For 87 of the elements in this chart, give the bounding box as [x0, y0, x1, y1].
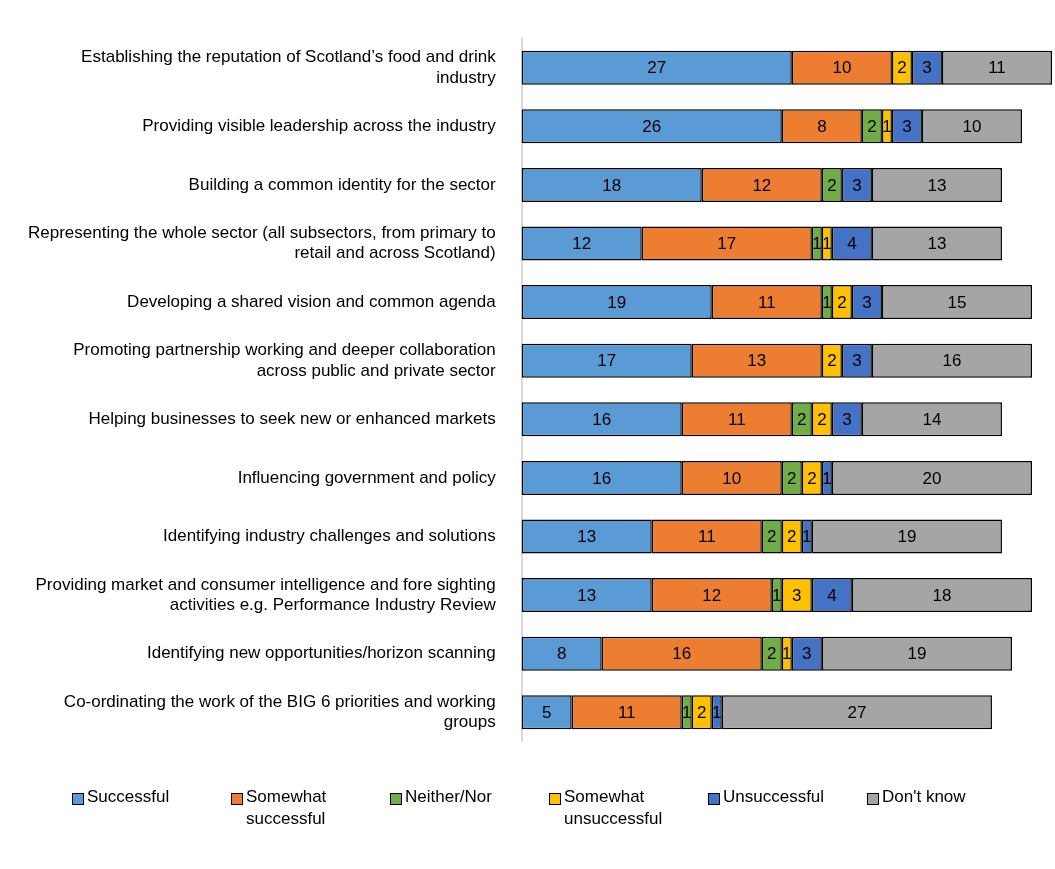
data-label: 14 — [922, 409, 942, 429]
legend-label: Unsuccessful — [723, 786, 825, 808]
data-label: 4 — [847, 234, 857, 254]
y-tick-label: Providing visible leadership across the industry — [142, 115, 497, 135]
data-label: 19 — [907, 644, 927, 664]
data-label: 13 — [577, 527, 597, 547]
data-label: 11 — [697, 527, 716, 547]
y-tick-label: Identifying new opportunities/horizon scanning — [146, 643, 496, 663]
data-label: 15 — [947, 292, 967, 312]
data-label: 2 — [787, 468, 797, 488]
y-tick-label: Identifying industry challenges and solutions — [163, 526, 496, 546]
data-label: 1 — [772, 585, 782, 605]
data-label: 1 — [812, 234, 822, 254]
data-label: 2 — [787, 527, 797, 547]
data-label: 10 — [722, 468, 742, 488]
y-tick-label: Co-ordinating the work of the BIG 6 priorities and working groups — [63, 691, 496, 732]
data-label: 5 — [541, 702, 552, 722]
y-tick-label: Establishing the reputation of Scotland’s food and drink industry — [81, 47, 497, 87]
y-tick-label: Developing a shared vision and common agenda — [127, 291, 497, 311]
data-label: 19 — [607, 292, 627, 312]
data-label: 13 — [747, 351, 767, 371]
data-label: 17 — [597, 351, 617, 371]
data-label: 8 — [556, 644, 567, 664]
y-tick-label: Helping businesses to seek new or enhanced markets — [88, 408, 496, 428]
y-tick-label: Representing the whole sector (all subsectors, from primary to retail and across Scotland) — [27, 222, 496, 263]
data-label: 3 — [792, 585, 802, 605]
data-label: 1 — [822, 234, 832, 254]
data-label: 2 — [817, 409, 827, 429]
data-label: 18 — [932, 585, 952, 605]
data-label: 3 — [842, 409, 852, 429]
data-label: 17 — [717, 234, 737, 254]
data-label: 13 — [577, 585, 597, 605]
data-label: 3 — [852, 175, 862, 195]
data-label: 27 — [647, 58, 667, 78]
data-label: 2 — [837, 292, 847, 312]
data-label: 16 — [592, 468, 612, 488]
data-label: 20 — [922, 468, 942, 488]
data-label: 13 — [927, 234, 947, 254]
data-label: 2 — [697, 702, 707, 722]
data-label: 27 — [847, 702, 867, 722]
data-label: 3 — [802, 644, 812, 664]
y-tick-label: Promoting partnership working and deeper collaboration across public and private sector — [73, 340, 497, 380]
data-label: 16 — [672, 644, 692, 664]
data-label: 3 — [922, 58, 932, 78]
data-label: 10 — [832, 58, 852, 78]
data-label: 12 — [702, 585, 722, 605]
data-label: 1 — [712, 702, 722, 722]
data-label: 26 — [642, 116, 662, 136]
y-tick-label: Influencing government and policy — [237, 467, 497, 487]
data-label: 2 — [767, 644, 777, 664]
data-label: 11 — [727, 409, 746, 429]
data-label: 8 — [817, 116, 827, 136]
data-label: 2 — [767, 527, 777, 547]
data-label: 2 — [897, 58, 907, 78]
data-label: 1 — [802, 527, 812, 547]
data-label: 18 — [602, 175, 622, 195]
data-label: 3 — [862, 292, 872, 312]
legend-label: Successful — [87, 786, 170, 808]
data-label: 1 — [782, 644, 792, 664]
data-label: 1 — [822, 292, 832, 312]
data-label: 11 — [758, 292, 776, 312]
data-label: 3 — [902, 116, 912, 136]
data-label: 2 — [807, 468, 817, 488]
y-tick-label: Building a common identity for the sector — [188, 174, 497, 194]
data-label: 12 — [752, 175, 772, 195]
data-label: 2 — [827, 175, 837, 195]
y-tick-label: Providing market and consumer intelligence and fore sighting activities e.g. Performance Industry Review — [35, 574, 497, 614]
data-label: 11 — [988, 58, 1006, 78]
legend-label: Somewhat successful — [246, 786, 328, 830]
data-label: 16 — [942, 351, 962, 371]
data-label: 1 — [882, 116, 892, 136]
legend-label: Neither/Nor — [405, 786, 492, 808]
data-label: 2 — [867, 116, 877, 136]
data-label: 11 — [617, 702, 636, 722]
data-label: 12 — [572, 234, 592, 254]
data-label: 19 — [897, 527, 917, 547]
legend-label: Somewhat unsuccessful — [564, 786, 664, 830]
data-label: 1 — [682, 702, 692, 722]
data-label: 13 — [927, 175, 947, 195]
legend-label: Don't know — [882, 786, 966, 808]
data-label: 2 — [827, 351, 837, 371]
data-label: 2 — [797, 409, 807, 429]
data-label: 16 — [592, 409, 612, 429]
data-label: 1 — [822, 468, 832, 488]
data-label: 10 — [962, 116, 982, 136]
data-label: 4 — [827, 585, 837, 605]
data-label: 3 — [852, 351, 862, 371]
